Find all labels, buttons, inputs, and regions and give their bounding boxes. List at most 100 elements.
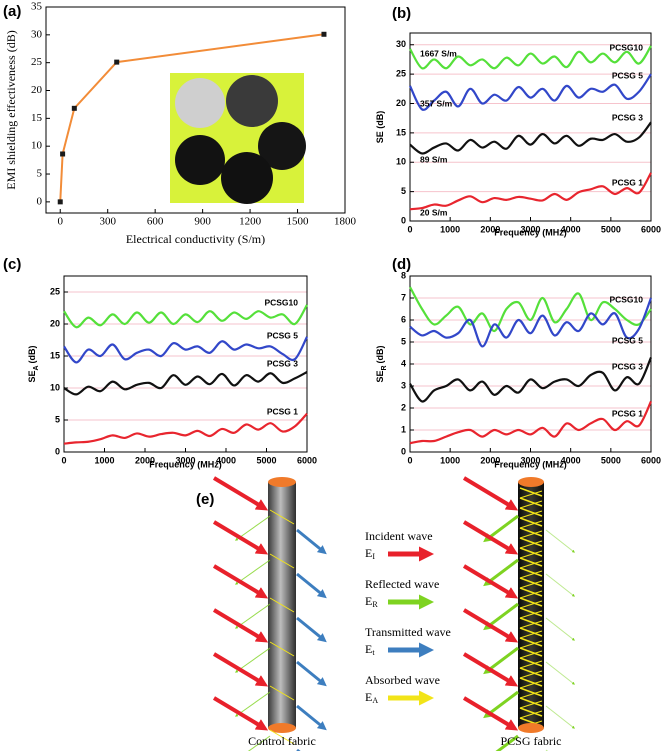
chart-panel: (d) 0 1 2 3 4 5 6 7 8 0 1000 2000 3000 4000 5000 6000 Fre… (375, 256, 661, 469)
wave-arrow (212, 476, 269, 511)
y-tick-label: 20 (31, 84, 43, 96)
absorbed-path (519, 667, 543, 677)
data-point (60, 151, 66, 157)
legend-symbol-main: E (365, 642, 372, 656)
wave-arrow (235, 691, 271, 717)
legend-symbol: Et (365, 642, 375, 657)
absorbed-path (269, 685, 295, 701)
absorbed-path (519, 677, 543, 687)
absorbed-path (519, 487, 543, 497)
wave-arrow (483, 514, 519, 543)
series-label: PCSG 5 (612, 335, 643, 345)
x-tick-label: 1000 (94, 455, 114, 465)
y-tick-label: 15 (31, 112, 43, 124)
absorbed-path (519, 570, 543, 579)
y-tick-label: 5 (37, 168, 43, 180)
absorbed-path (519, 620, 543, 629)
wave-arrow (462, 652, 519, 687)
absorbed-path (519, 510, 543, 519)
wave-arrow (212, 564, 269, 599)
x-tick-label: 900 (194, 216, 211, 228)
wave-arrow (483, 690, 519, 719)
y-axis-label-main: SE (375, 371, 385, 383)
annotation: 89 S/m (420, 154, 448, 164)
legend-symbol-sub: A (372, 696, 378, 705)
data-line (409, 73, 652, 111)
absorbed-path (519, 637, 543, 647)
data-line (409, 297, 653, 348)
x-tick-label: 3000 (175, 455, 195, 465)
x-tick-label: 600 (147, 216, 164, 228)
legend-symbol-sub: R (372, 600, 378, 609)
absorbed-path (519, 707, 543, 717)
wave-arrow (212, 520, 269, 555)
absorbed-path (519, 580, 543, 589)
x-tick-label: 1500 (287, 216, 310, 228)
chart-panel: (b) 0 5 10 15 20 25 30 0 1000 2000 3000 4000 5000 6000… (375, 5, 661, 237)
wave-arrow (235, 515, 271, 541)
absorbed-path (269, 553, 295, 569)
x-tick-label: 3000 (520, 455, 540, 465)
data-line (409, 400, 652, 445)
y-tick-label: 0 (55, 446, 60, 456)
absorbed-path (519, 527, 543, 537)
y-tick-label: 2 (401, 402, 406, 412)
y-tick-label: 7 (401, 292, 406, 302)
legend-symbol-main: E (365, 546, 372, 560)
absorbed-path (519, 587, 543, 597)
absorbed-path (269, 729, 295, 745)
legend-label: Incident wave (365, 529, 433, 543)
x-tick-label: 0 (407, 455, 412, 465)
wave-arrow (296, 572, 327, 599)
caption: Control fabric (248, 734, 316, 748)
x-axis-label: Electrical conductivity (S/m) (126, 232, 265, 246)
absorbed-path (269, 509, 295, 525)
y-tick-label: 3 (401, 380, 406, 390)
wave-arrow (296, 660, 327, 687)
absorbed-path (519, 497, 543, 507)
chart-panel: (c) 0 5 10 15 20 25 0 1000 2000 3000 4000 5000 6000 Fr… (3, 256, 317, 469)
x-tick-label: 5000 (601, 455, 621, 465)
y-tick-label: 0 (401, 446, 406, 456)
y-axis-label-main: SE (dB) (375, 111, 385, 144)
panel-label: (d) (392, 256, 411, 273)
absorbed-path (269, 641, 295, 657)
y-tick-label: 10 (396, 157, 406, 167)
legend-label: Transmitted wave (365, 625, 451, 639)
absorbed-path (519, 630, 543, 639)
annotation: 20 S/m (420, 207, 448, 217)
legend-symbol: ER (365, 594, 378, 609)
annotation: 1667 S/m (420, 48, 457, 58)
wave-arrow (212, 696, 269, 731)
absorbed-path (519, 557, 543, 567)
x-tick-label: 1200 (239, 216, 262, 228)
y-axis-label-sub: R (381, 365, 388, 370)
x-tick-label: 0 (57, 216, 63, 228)
x-axis-label: Frequency (MHz) (149, 459, 222, 469)
x-tick-label: 0 (61, 455, 66, 465)
wave-arrow (462, 564, 519, 599)
wave-arrow (247, 735, 271, 751)
wave-arrow (212, 608, 269, 643)
y-tick-label: 20 (50, 318, 60, 328)
y-tick-label: 30 (31, 28, 43, 40)
series-label: PCSG 5 (267, 330, 298, 340)
data-line (63, 304, 308, 329)
y-axis-label-main: SE (27, 371, 37, 383)
absorbed-path (519, 500, 543, 509)
y-axis-label-sub: A (33, 365, 40, 370)
series-label: PCSG 3 (612, 112, 643, 122)
absorbed-path (519, 550, 543, 559)
data-point (321, 31, 327, 37)
series-label: PCSG10 (609, 42, 643, 52)
wave-arrow (483, 558, 519, 587)
x-tick-label: 1000 (440, 455, 460, 465)
data-line (409, 356, 653, 403)
absorbed-path (519, 657, 543, 667)
wave-arrow (235, 603, 271, 629)
absorbed-path (269, 597, 295, 613)
data-line (63, 371, 308, 396)
chart-panel: (a) 0 5 10 15 20 25 30 35 0 300 600 900 1200 1500 1800 E… (3, 1, 357, 246)
y-tick-label: 20 (396, 98, 406, 108)
